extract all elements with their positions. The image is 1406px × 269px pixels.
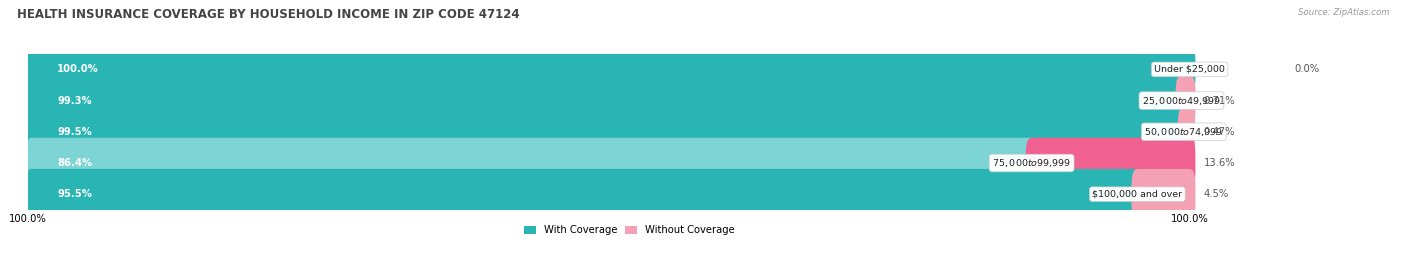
Text: 0.71%: 0.71% (1204, 95, 1236, 106)
FancyBboxPatch shape (25, 75, 1187, 126)
FancyBboxPatch shape (25, 167, 1192, 221)
Text: 86.4%: 86.4% (58, 158, 93, 168)
FancyBboxPatch shape (1026, 138, 1195, 188)
FancyBboxPatch shape (25, 169, 1143, 220)
Text: $25,000 to $49,999: $25,000 to $49,999 (1142, 95, 1220, 107)
FancyBboxPatch shape (25, 138, 1038, 188)
FancyBboxPatch shape (25, 74, 1192, 128)
FancyBboxPatch shape (1175, 75, 1195, 126)
Text: 0.47%: 0.47% (1204, 127, 1234, 137)
FancyBboxPatch shape (25, 105, 1192, 159)
Text: Source: ZipAtlas.com: Source: ZipAtlas.com (1298, 8, 1389, 17)
Text: $50,000 to $74,999: $50,000 to $74,999 (1144, 126, 1223, 138)
Text: 100.0%: 100.0% (58, 64, 98, 75)
Text: $75,000 to $99,999: $75,000 to $99,999 (993, 157, 1071, 169)
Text: HEALTH INSURANCE COVERAGE BY HOUSEHOLD INCOME IN ZIP CODE 47124: HEALTH INSURANCE COVERAGE BY HOUSEHOLD I… (17, 8, 519, 21)
FancyBboxPatch shape (25, 44, 1195, 95)
FancyBboxPatch shape (25, 136, 1192, 190)
Text: 95.5%: 95.5% (58, 189, 91, 199)
Text: 0.0%: 0.0% (1294, 64, 1319, 75)
FancyBboxPatch shape (25, 43, 1192, 96)
Text: $100,000 and over: $100,000 and over (1092, 190, 1182, 199)
Text: Under $25,000: Under $25,000 (1154, 65, 1225, 74)
FancyBboxPatch shape (25, 107, 1189, 157)
FancyBboxPatch shape (1178, 107, 1195, 157)
FancyBboxPatch shape (1132, 169, 1195, 220)
Text: 13.6%: 13.6% (1204, 158, 1234, 168)
Text: 99.5%: 99.5% (58, 127, 91, 137)
Text: 4.5%: 4.5% (1204, 189, 1229, 199)
Legend: With Coverage, Without Coverage: With Coverage, Without Coverage (520, 221, 738, 239)
Text: 99.3%: 99.3% (58, 95, 91, 106)
